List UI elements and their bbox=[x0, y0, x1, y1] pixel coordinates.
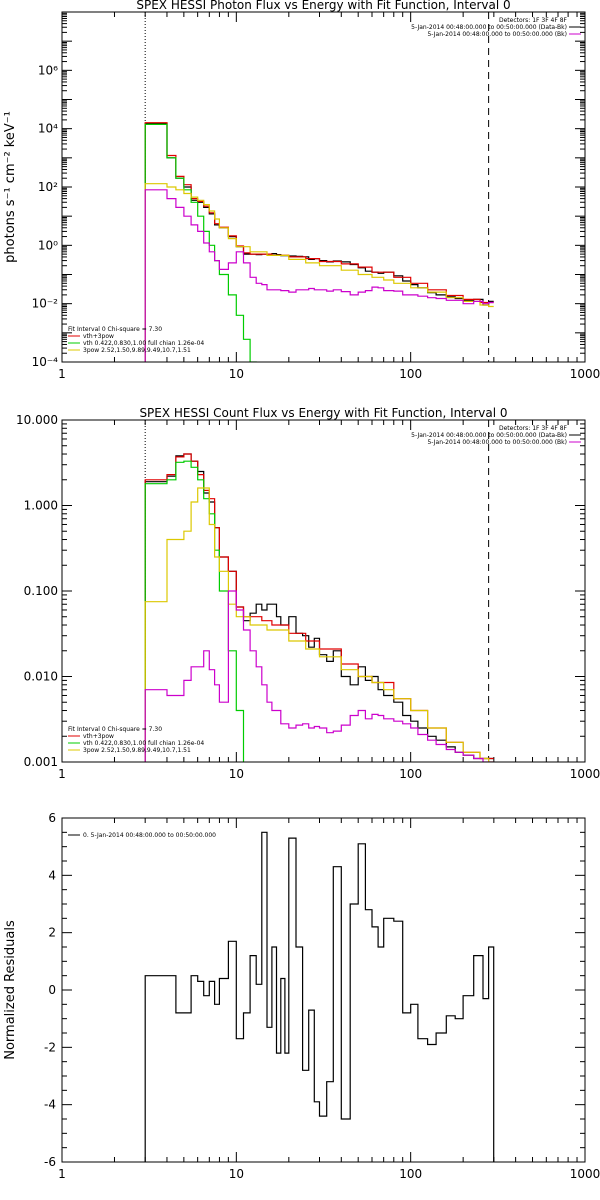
legend-entry: vth 0.422,0.830,1.00 full chian 1.26e-04 bbox=[83, 740, 204, 747]
legend-fit: Fit Interval 0 Chi-square = 7.30vth+3pow… bbox=[68, 726, 204, 754]
plot-frame bbox=[61, 11, 586, 363]
series-line-1 bbox=[144, 831, 495, 1162]
y-tick-label: 4 bbox=[48, 868, 56, 882]
y-tick-label: 2 bbox=[48, 926, 56, 940]
series-line-5 bbox=[144, 590, 494, 762]
y-axis: -6 -4 -2 0 2 4 6 bbox=[44, 811, 585, 1169]
x-axis: 1 10 100 1000 bbox=[58, 818, 600, 1181]
series-line-3 bbox=[144, 460, 245, 762]
fit-header: Fit Interval 0 Chi-square = 7.30 bbox=[68, 326, 162, 333]
legend-entry: 5-Jan-2014 00:48:00.000 to 00:50:00.000 … bbox=[427, 31, 567, 38]
fit-header: Fit Interval 0 Chi-square = 7.30 bbox=[68, 726, 162, 733]
x-tick-label: 1000 bbox=[570, 1167, 600, 1181]
x-tick-label: 1000 bbox=[570, 367, 600, 381]
x-tick-label: 10 bbox=[229, 1167, 244, 1181]
y-axis: 10⁻⁴ 10⁻² 10⁰ 10² 10⁴ 10⁶ bbox=[32, 11, 585, 369]
series-group bbox=[144, 453, 494, 762]
y-tick-label: 10⁻⁴ bbox=[32, 355, 59, 369]
y-tick-label: 10.000 bbox=[16, 413, 58, 427]
x-tick-label: 100 bbox=[399, 767, 422, 781]
y-tick-label: -2 bbox=[44, 1040, 56, 1054]
legend-detectors: Detectors: 1F 3F 4F 8F bbox=[499, 425, 568, 432]
y-tick-label: -6 bbox=[44, 1155, 56, 1169]
legend-entry: 3pow 2.52,1.50,9.89,9.49,10.7,1.51 bbox=[83, 747, 191, 754]
x-tick-label: 1 bbox=[58, 767, 66, 781]
chart-panel-1: SPEX HESSI Photon Flux vs Energy with Fi… bbox=[3, 0, 600, 381]
y-tick-label: 0 bbox=[48, 983, 56, 997]
series-line-4 bbox=[144, 487, 494, 762]
series-line-3 bbox=[144, 123, 257, 362]
series-group bbox=[144, 831, 495, 1162]
y-tick-label: 6 bbox=[48, 811, 56, 825]
legend-fit: Fit Interval 0 Chi-square = 7.30vth+3pow… bbox=[68, 326, 204, 354]
series-group bbox=[144, 122, 494, 362]
legend-top: 0. 5-Jan-2014 00:48:00.000 to 00:50:00.0… bbox=[68, 832, 216, 839]
y-axis-label: Normalized Residuals bbox=[3, 920, 18, 1060]
x-tick-label: 100 bbox=[399, 367, 422, 381]
chart-title: SPEX HESSI Photon Flux vs Energy with Fi… bbox=[136, 0, 510, 12]
legend-entry: vth 0.422,0.830,1.00 full chian 1.26e-04 bbox=[83, 340, 204, 347]
legend-entry: vth+3pow bbox=[83, 333, 114, 340]
x-axis: 1 10 100 1000 bbox=[58, 420, 600, 781]
legend-entry: 3pow 2.52,1.50,9.89,9.49,10.7,1.51 bbox=[83, 347, 191, 354]
x-tick-label: 1 bbox=[58, 367, 66, 381]
y-tick-label: 10² bbox=[38, 180, 58, 194]
chart-title: SPEX HESSI Count Flux vs Energy with Fit… bbox=[139, 406, 507, 420]
x-tick-label: 100 bbox=[399, 1167, 422, 1181]
legend-detectors: Detectors: 1F 3F 4F 8F bbox=[499, 17, 568, 24]
y-tick-label: 0.100 bbox=[24, 584, 58, 598]
legend-top: Detectors: 1F 3F 4F 8F5-Jan-2014 00:48:0… bbox=[411, 17, 581, 38]
x-tick-label: 10 bbox=[229, 767, 244, 781]
y-axis: 0.001 0.010 0.100 1.000 10.000 bbox=[16, 413, 585, 769]
series-line-2 bbox=[144, 122, 494, 362]
chart-panel-3: 1 10 100 1000 -6 -4 -2 0 2 4 6 Normalized Residuals… bbox=[3, 811, 600, 1181]
y-tick-label: -4 bbox=[44, 1098, 56, 1112]
legend-entry: 0. 5-Jan-2014 00:48:00.000 to 00:50:00.0… bbox=[83, 832, 216, 839]
legend-top: Detectors: 1F 3F 4F 8F5-Jan-2014 00:48:0… bbox=[411, 425, 581, 446]
y-axis-label: photons s⁻¹ cm⁻² keV⁻¹ bbox=[3, 111, 18, 263]
legend-entry: vth+3pow bbox=[83, 733, 114, 740]
chart-panel-2: SPEX HESSI Count Flux vs Energy with Fit… bbox=[16, 406, 600, 781]
x-tick-label: 1000 bbox=[570, 767, 600, 781]
series-line-5 bbox=[144, 189, 494, 362]
series-line-1 bbox=[144, 122, 494, 362]
plot-frame bbox=[61, 419, 586, 763]
plot-frame bbox=[61, 817, 586, 1163]
y-tick-label: 0.010 bbox=[24, 670, 58, 684]
x-tick-label: 1 bbox=[58, 1167, 66, 1181]
series-line-4 bbox=[144, 183, 494, 362]
x-tick-label: 10 bbox=[229, 367, 244, 381]
y-tick-label: 1.000 bbox=[24, 499, 58, 513]
y-tick-label: 0.001 bbox=[24, 755, 58, 769]
y-tick-label: 10⁴ bbox=[38, 122, 58, 136]
legend-entry: 5-Jan-2014 00:48:00.000 to 00:50:00.000 … bbox=[411, 24, 567, 31]
legend-entry: 5-Jan-2014 00:48:00.000 to 00:50:00.000 … bbox=[411, 432, 567, 439]
legend-entry: 5-Jan-2014 00:48:00.000 to 00:50:00.000 … bbox=[427, 439, 567, 446]
y-tick-label: 10⁰ bbox=[38, 238, 58, 252]
y-tick-label: 10⁻² bbox=[32, 297, 59, 311]
y-tick-label: 10⁶ bbox=[38, 63, 58, 77]
x-axis: 1 10 100 1000 bbox=[58, 12, 600, 381]
